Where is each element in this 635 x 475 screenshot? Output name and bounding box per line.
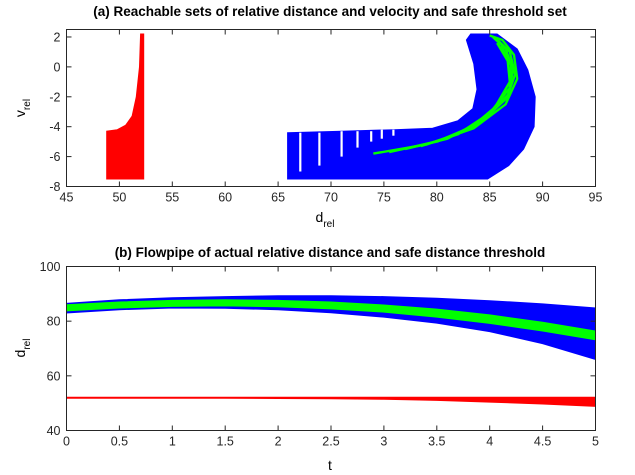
y-tick-label: 0 xyxy=(54,60,61,74)
panel-a-ylabel: vrel xyxy=(12,99,33,117)
y-tick-label: 40 xyxy=(47,424,61,438)
x-tick-label: 5 xyxy=(592,435,599,449)
y-tick-label: -4 xyxy=(49,120,60,134)
x-tick-label: 2 xyxy=(275,435,282,449)
y-tick-label: -2 xyxy=(49,90,60,104)
x-tick-label: 1.5 xyxy=(217,435,234,449)
x-tick-label: 50 xyxy=(112,191,126,205)
x-tick-label: 55 xyxy=(165,191,179,205)
x-tick-label: 1 xyxy=(169,435,176,449)
y-tick-label: -8 xyxy=(49,180,60,194)
panel-b-title: (b) Flowpipe of actual relative distance… xyxy=(115,245,546,260)
x-tick-label: 75 xyxy=(377,191,391,205)
panel-a-xlabel: drel xyxy=(316,209,335,230)
x-tick-label: 3.5 xyxy=(428,435,445,449)
panel-b-xlabel: t xyxy=(328,457,332,473)
x-tick-label: 3 xyxy=(380,435,387,449)
x-tick-label: 65 xyxy=(271,191,285,205)
x-tick-label: 60 xyxy=(218,191,232,205)
y-tick-label: -6 xyxy=(49,150,60,164)
x-tick-label: 70 xyxy=(324,191,338,205)
x-tick-label: 95 xyxy=(589,191,603,205)
x-tick-label: 4.5 xyxy=(534,435,551,449)
panel-b-axes-box xyxy=(67,267,596,431)
x-tick-label: 80 xyxy=(430,191,444,205)
panel-b-flowpipe: (b) Flowpipe of actual relative distance… xyxy=(12,245,599,473)
x-tick-label: 45 xyxy=(60,191,74,205)
panel-b-ticks: 0 0.5 1 1.5 2 2.5 3 3.5 4 4.5 5 40 60 80 100 xyxy=(40,260,599,449)
x-tick-label: 90 xyxy=(536,191,550,205)
red-reachable-set xyxy=(107,34,144,179)
y-tick-label: 100 xyxy=(40,260,61,274)
panel-a-plot-area xyxy=(107,34,536,179)
panel-a-reachable-sets: (a) Reachable sets of relative distance … xyxy=(12,4,602,230)
y-tick-label: 60 xyxy=(47,369,61,383)
panel-a-title: (a) Reachable sets of relative distance … xyxy=(93,4,567,19)
red-flowpipe xyxy=(67,397,596,406)
panel-b-ylabel: drel xyxy=(12,339,33,358)
x-tick-label: 0.5 xyxy=(111,435,128,449)
x-tick-label: 2.5 xyxy=(322,435,339,449)
panel-b-plot-area xyxy=(67,296,596,407)
x-tick-label: 85 xyxy=(483,191,497,205)
x-tick-label: 0 xyxy=(63,435,70,449)
x-tick-label: 4 xyxy=(486,435,493,449)
y-tick-label: 2 xyxy=(54,30,61,44)
y-tick-label: 80 xyxy=(47,315,61,329)
